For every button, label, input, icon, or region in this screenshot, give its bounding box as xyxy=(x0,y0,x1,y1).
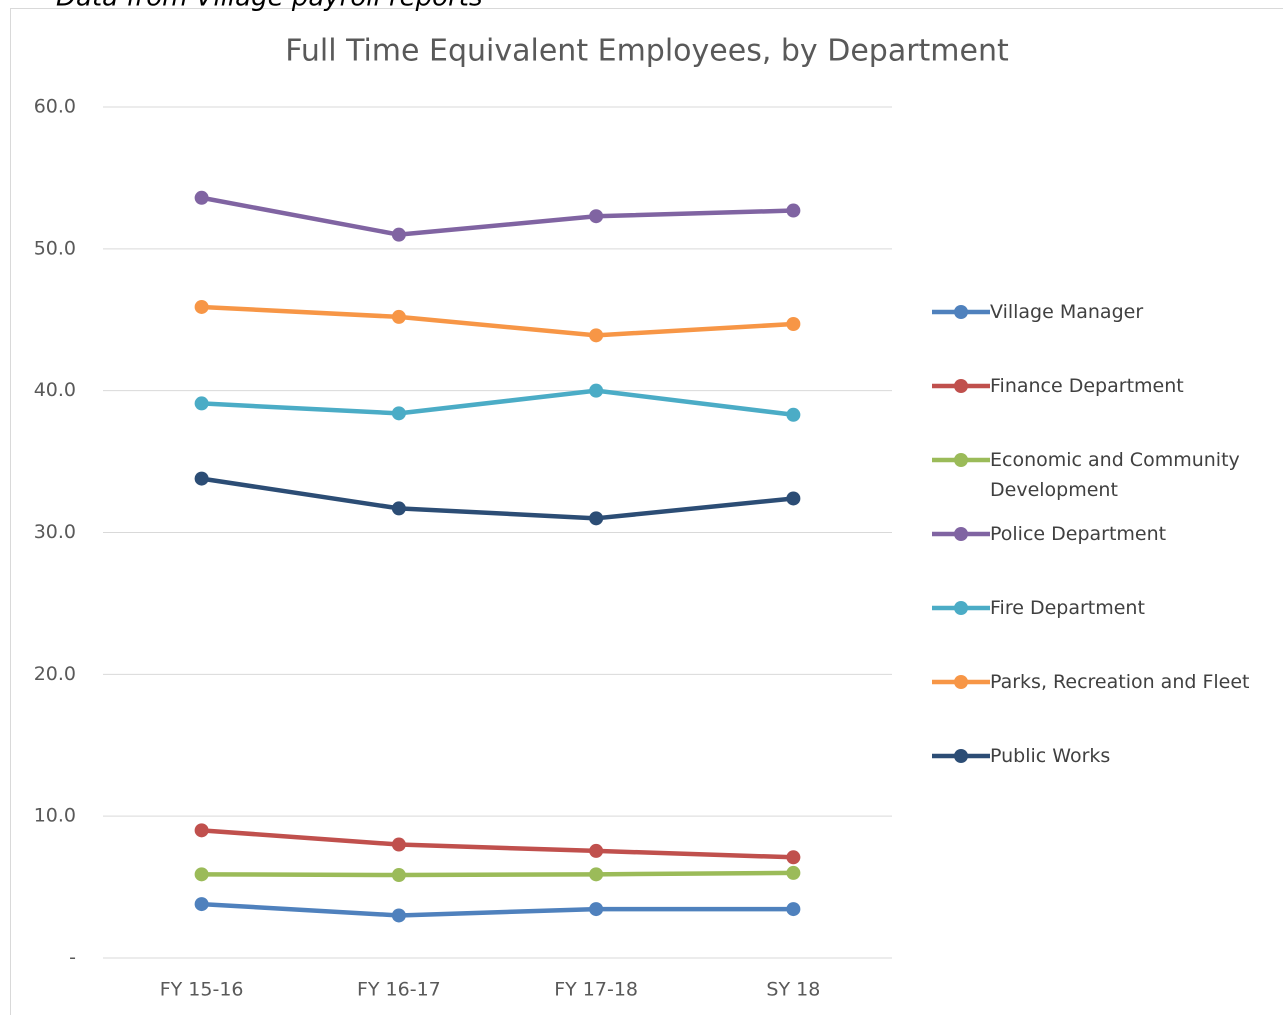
legend-label: Public Works xyxy=(990,745,1111,767)
y-tick-label: 60.0 xyxy=(34,96,76,118)
x-tick-label: SY 18 xyxy=(766,979,820,1001)
legend-entry: Police Department xyxy=(932,519,1272,549)
legend-swatch xyxy=(932,527,990,541)
point xyxy=(786,203,801,218)
legend-label: Fire Department xyxy=(990,597,1145,619)
legend-swatch xyxy=(932,601,990,615)
point xyxy=(391,227,406,242)
series-line xyxy=(201,388,794,418)
legend-label: Parks, Recreation and Fleet xyxy=(990,671,1250,693)
point xyxy=(194,190,209,205)
legend-swatch xyxy=(932,675,990,689)
legend-entry: Village Manager xyxy=(932,297,1272,327)
y-tick-label: 30.0 xyxy=(34,521,76,543)
legend-marker xyxy=(954,749,968,763)
series-line xyxy=(201,901,794,918)
point xyxy=(391,868,406,883)
point xyxy=(194,823,209,838)
legend-entry: Finance Department xyxy=(932,371,1272,401)
point xyxy=(194,299,209,314)
legend-entry: Economic and Community Development xyxy=(932,445,1272,505)
point xyxy=(589,902,604,917)
legend-label: Economic and Community Development xyxy=(990,449,1240,501)
y-tick-label: 10.0 xyxy=(34,805,76,827)
point xyxy=(589,867,604,882)
x-tick-label: FY 17-18 xyxy=(554,979,638,1001)
legend-marker xyxy=(954,601,968,615)
point xyxy=(589,209,604,224)
point xyxy=(391,309,406,324)
legend-marker xyxy=(954,379,968,393)
note: Data from Village payroll reports xyxy=(56,0,483,13)
point xyxy=(589,383,604,398)
point xyxy=(391,837,406,852)
point xyxy=(589,843,604,858)
x-tick-label: FY 15-16 xyxy=(160,979,244,1001)
point xyxy=(194,396,209,411)
point xyxy=(194,867,209,882)
point xyxy=(391,501,406,516)
series-line xyxy=(201,870,794,878)
point xyxy=(786,850,801,865)
point xyxy=(786,865,801,880)
point xyxy=(786,902,801,917)
point xyxy=(391,908,406,923)
legend-marker xyxy=(954,527,968,541)
legend-marker xyxy=(954,305,968,319)
point xyxy=(194,897,209,912)
legend-marker xyxy=(954,675,968,689)
y-tick-label: 40.0 xyxy=(34,379,76,401)
point xyxy=(786,491,801,506)
chart-frame xyxy=(10,8,1283,1015)
legend-swatch xyxy=(932,305,990,319)
series-line xyxy=(201,828,794,860)
x-tick-label: FY 16-17 xyxy=(357,979,441,1001)
point xyxy=(194,471,209,486)
point xyxy=(786,407,801,422)
y-tick-label: 20.0 xyxy=(34,663,76,685)
legend-entry: Public Works xyxy=(932,741,1272,771)
series-line xyxy=(201,476,794,521)
series-line xyxy=(201,195,794,237)
point xyxy=(391,406,406,421)
point xyxy=(786,317,801,332)
legend-swatch xyxy=(932,453,990,467)
legend-marker xyxy=(954,453,968,467)
series-line xyxy=(201,304,794,338)
point xyxy=(589,511,604,526)
y-tick-label: 50.0 xyxy=(34,237,76,259)
legend-label: Finance Department xyxy=(990,375,1184,397)
legend-label: Police Department xyxy=(990,523,1167,545)
chart-title: Full Time Equivalent Employees, by Depar… xyxy=(285,34,1009,69)
legend-label: Village Manager xyxy=(990,301,1144,323)
legend-entry: Fire Department xyxy=(932,593,1272,623)
legend-entry: Parks, Recreation and Fleet xyxy=(932,667,1272,697)
legend-swatch xyxy=(932,749,990,763)
legend-swatch xyxy=(932,379,990,393)
y-tick-label: - xyxy=(69,947,76,969)
point xyxy=(589,328,604,343)
